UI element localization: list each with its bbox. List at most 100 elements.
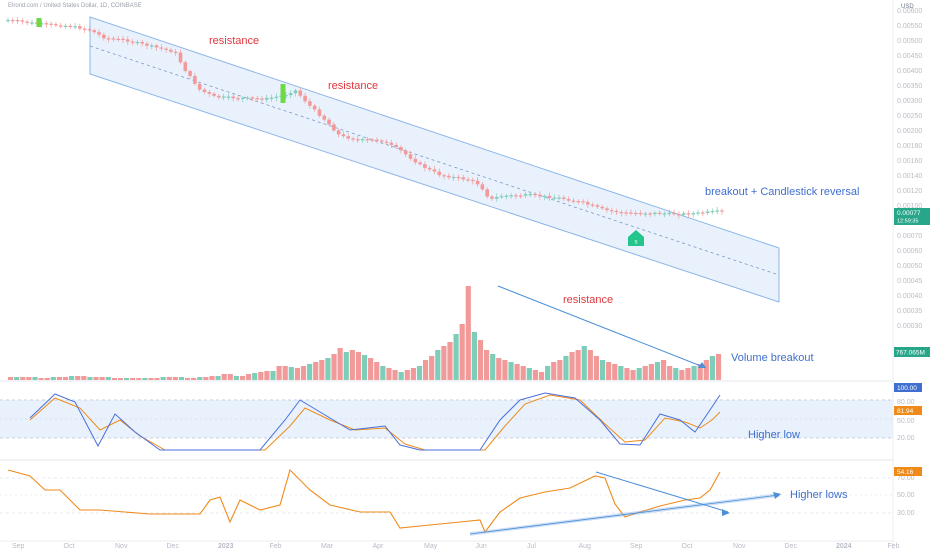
candle: [6, 19, 10, 22]
time-tick: Dec: [785, 543, 798, 550]
time-tick: Jul: [527, 543, 536, 550]
time-tick: Aug: [579, 543, 592, 550]
candle: [538, 194, 542, 197]
volume-bar: [227, 374, 233, 380]
volume-bar: [685, 368, 691, 380]
candle: [638, 212, 643, 215]
volume-bar: [246, 374, 252, 380]
annotation-resistance-volume: resistance: [563, 294, 613, 306]
price-tick: 0.00200: [897, 128, 922, 135]
volume-bar: [184, 378, 191, 380]
candle: [116, 38, 121, 40]
volume-bar: [532, 370, 539, 380]
candle: [494, 196, 499, 199]
volume-bar: [514, 364, 520, 380]
volume-bar: [459, 324, 465, 380]
annotation-breakout: breakout + Candlestick reversal: [705, 186, 859, 198]
candle: [370, 139, 374, 141]
volume-bar: [697, 364, 703, 380]
volume-bar: [551, 362, 557, 380]
candle: [581, 201, 585, 203]
rsi-downtrend-arrow: [722, 509, 730, 516]
price-tick: 0.00180: [897, 143, 922, 150]
volume-bar: [38, 378, 44, 380]
volume-bar: [233, 376, 239, 380]
volume-resistance-arrow: [698, 362, 706, 368]
candle: [164, 48, 168, 50]
rsi-tick: 30.00: [897, 510, 915, 517]
candle: [264, 97, 269, 100]
volume-bar: [435, 350, 441, 380]
volume-bar: [50, 377, 56, 380]
volume-bar: [624, 368, 630, 380]
candle: [260, 98, 264, 100]
candle: [78, 26, 82, 29]
time-tick: 2023: [218, 543, 234, 550]
candle: [475, 180, 480, 185]
price-tick: 0.00350: [897, 83, 922, 90]
candle: [681, 213, 686, 215]
candle: [154, 45, 159, 48]
candle: [552, 197, 557, 199]
volume-bar: [587, 350, 593, 380]
candle: [720, 210, 724, 212]
volume-bar: [288, 367, 294, 380]
volume-bar: [69, 376, 75, 380]
volume-bar: [99, 377, 105, 380]
candle: [341, 134, 346, 137]
candle: [562, 197, 566, 200]
volume-bar: [221, 374, 227, 380]
stoch-tick: 80.00: [897, 399, 915, 406]
volume-bar: [691, 366, 697, 380]
rsi-uptrend-arrow: [773, 492, 781, 499]
candle: [159, 47, 164, 49]
stoch-k-line: [29, 392, 721, 451]
candle: [111, 38, 116, 40]
signal-marker[interactable]: s: [628, 230, 644, 246]
volume-bar: [593, 356, 600, 380]
price-tick: 0.00140: [897, 173, 922, 180]
candle: [197, 83, 202, 90]
time-tick: Nov: [115, 543, 128, 550]
rsi-line: [7, 468, 721, 534]
channel-midline: [89, 45, 780, 276]
candle: [188, 71, 192, 76]
volume-bar: [111, 378, 117, 380]
candle: [466, 179, 470, 181]
candle: [25, 21, 29, 23]
volume-bar: [81, 376, 87, 380]
volume-bar: [612, 364, 618, 380]
annotation-resistance-1: resistance: [209, 35, 259, 47]
candle: [427, 167, 432, 170]
time-tick: Feb: [888, 543, 900, 550]
annotation-higher-lows: Higher lows: [790, 489, 848, 501]
candle: [336, 130, 341, 135]
candle: [605, 208, 609, 211]
volume-bar: [44, 378, 50, 380]
price-tick: 0.00060: [897, 248, 922, 255]
volume-bar: [209, 376, 215, 380]
candle: [102, 34, 106, 39]
svg-text:54.16: 54.16: [897, 469, 914, 476]
candle: [332, 124, 336, 131]
rsi-axis: 70.00 50.00 30.00: [897, 475, 915, 517]
volume-bar: [368, 358, 374, 380]
price-axis: 0.00600 0.00550 0.00500 0.00450 0.00400 0.003…: [897, 8, 922, 330]
candle: [106, 38, 111, 40]
svg-text:100.00: 100.00: [897, 385, 917, 392]
volume-bar: [239, 376, 246, 380]
svg-text:12:59:35: 12:59:35: [897, 219, 918, 225]
volume-bar: [56, 377, 63, 380]
candle: [576, 201, 581, 203]
time-tick: 2024: [836, 543, 852, 550]
candle: [97, 32, 101, 35]
candle: [413, 158, 418, 163]
candle: [614, 210, 619, 213]
volume-bar: [569, 352, 575, 380]
volume-bar: [325, 358, 331, 380]
volume-bar: [307, 364, 313, 380]
volume-bar: [441, 346, 447, 380]
currency-label[interactable]: USD: [901, 4, 914, 10]
stoch-tick: 50.00: [897, 418, 915, 425]
